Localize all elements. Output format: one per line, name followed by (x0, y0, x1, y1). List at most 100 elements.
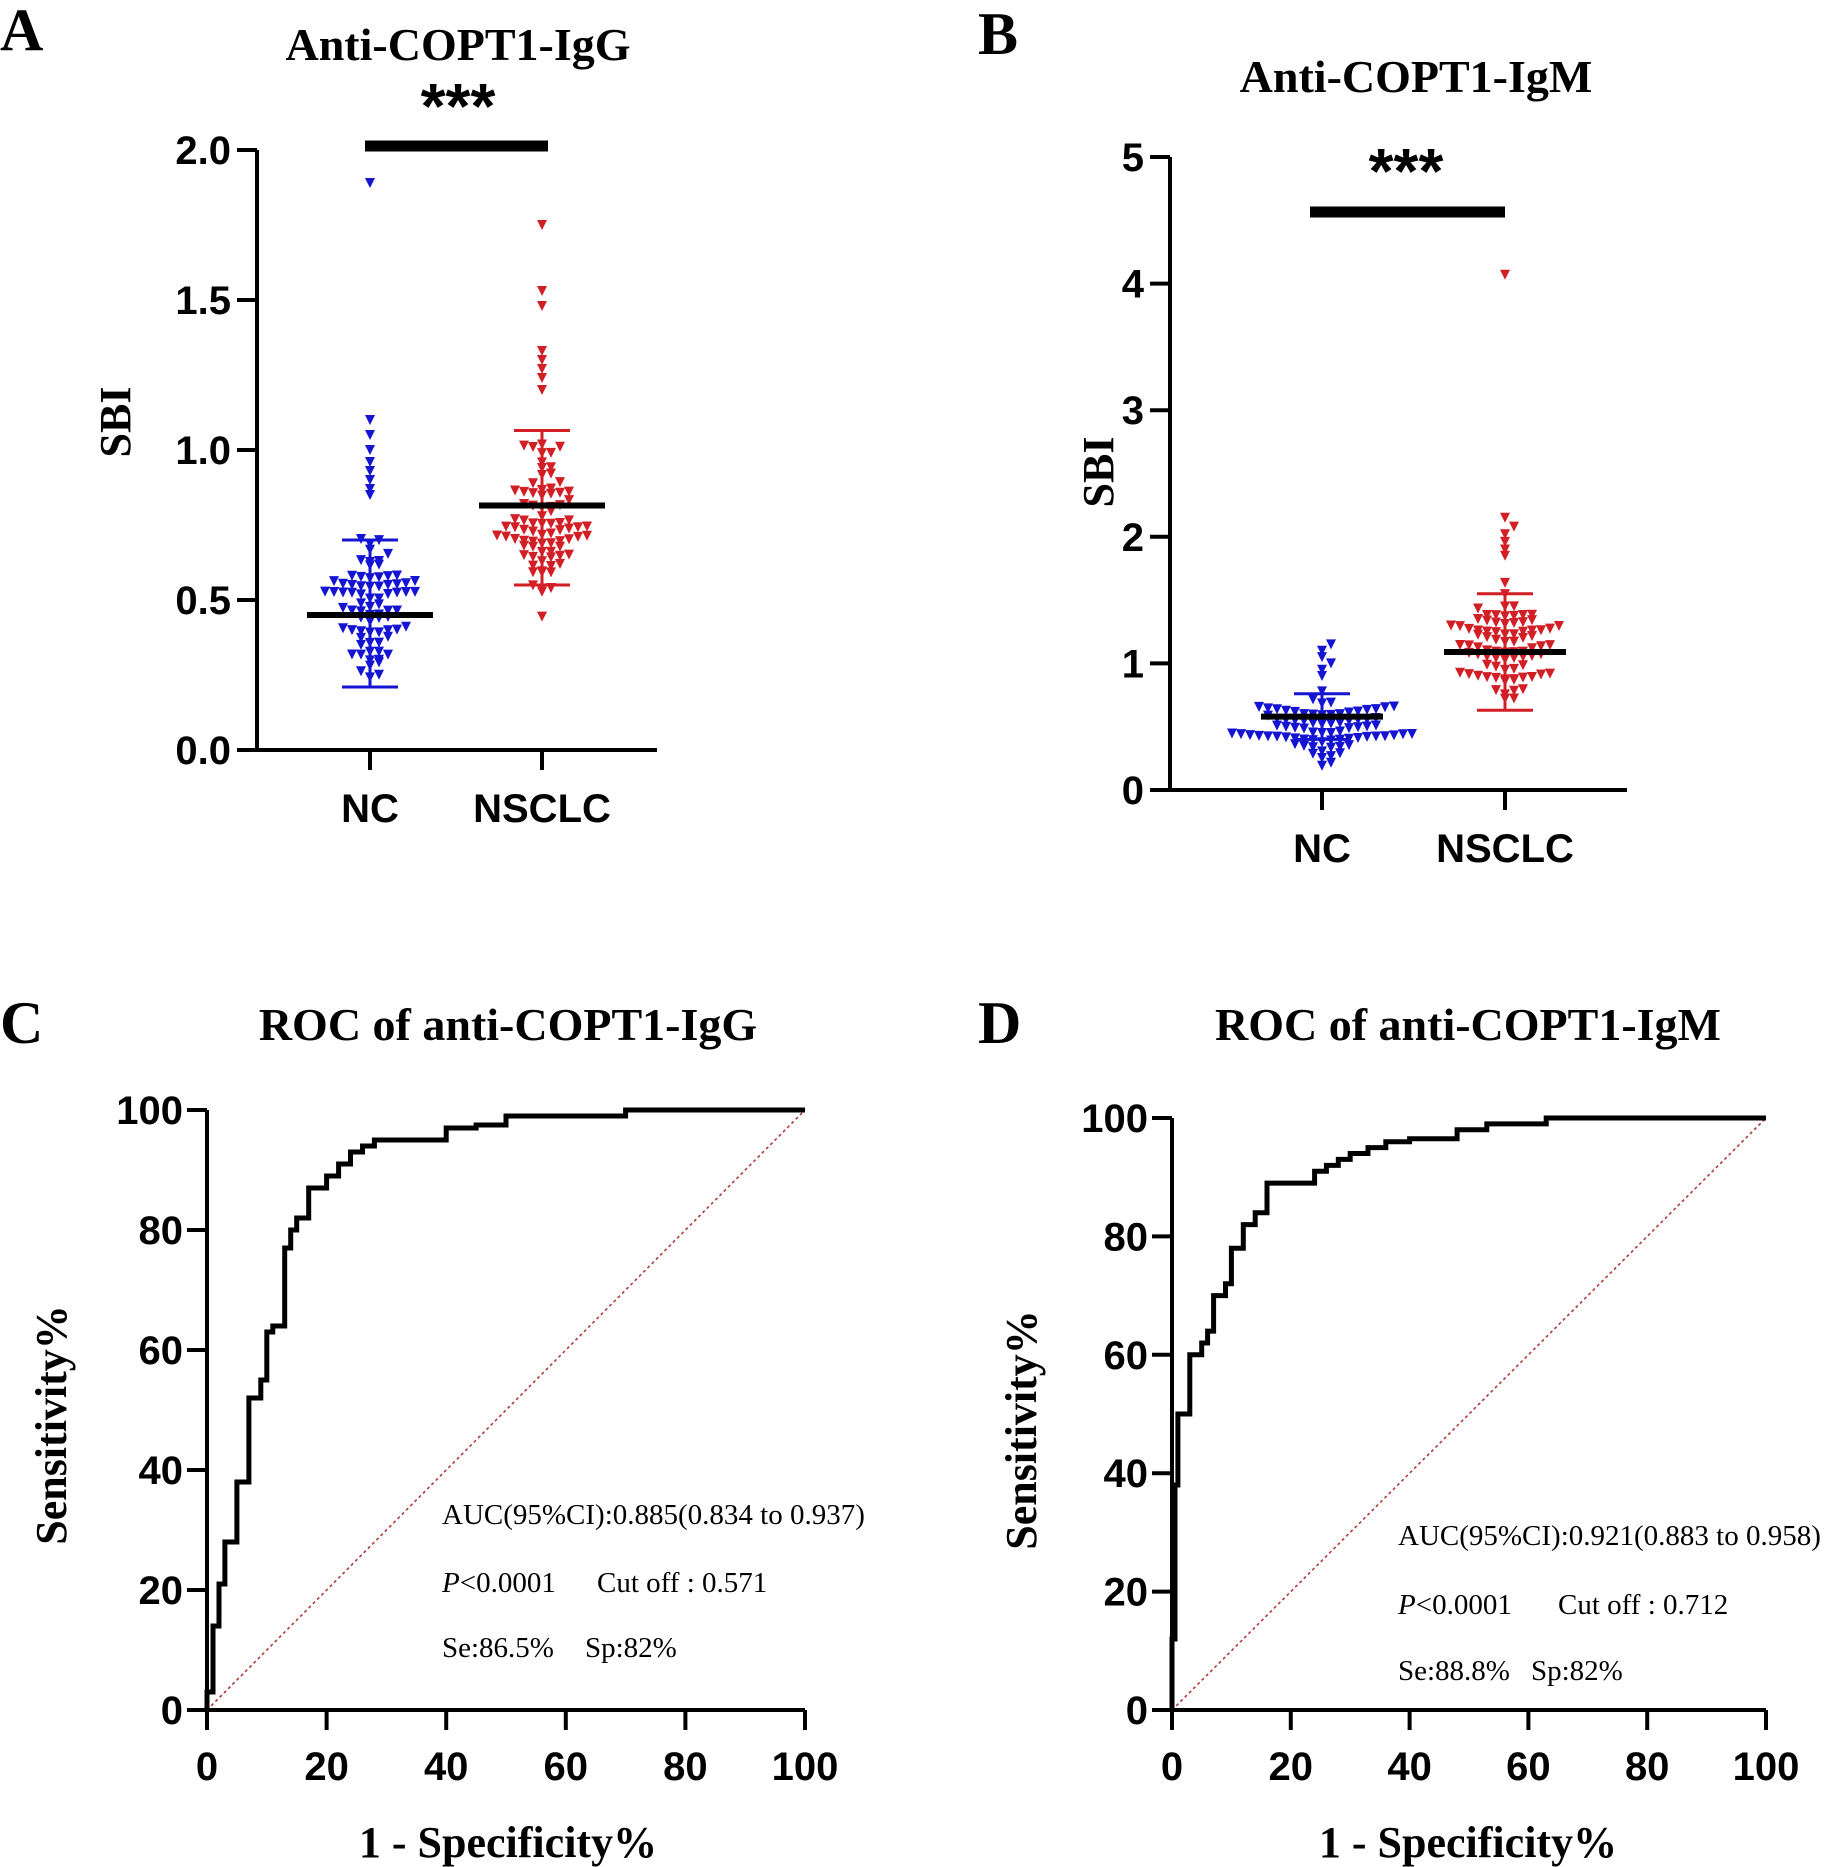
y-tick-label: 1 (1122, 642, 1144, 686)
nc-point (1317, 664, 1327, 675)
nsclc-point (1536, 625, 1546, 636)
nc-point (1344, 740, 1354, 751)
nc-point (1308, 742, 1318, 753)
nc-point (356, 639, 366, 650)
nsclc-point (564, 495, 574, 506)
nsclc-point (1473, 670, 1483, 681)
nsclc-point (1518, 660, 1528, 671)
panel-a-title: Anti-COPT1-IgG (286, 19, 631, 70)
nc-point (1353, 722, 1363, 733)
panel-b: B Anti-COPT1-IgM *** SBI 0 1 2 3 4 5 NC NSCLC (978, 1, 1627, 871)
nc-point (1317, 746, 1327, 757)
panel-a-y-label: SBI (91, 387, 140, 458)
nsclc-point (537, 220, 547, 230)
nc-point (329, 576, 339, 587)
y-tick-label: 0 (1122, 769, 1144, 813)
nsclc-point (555, 541, 565, 552)
nsclc-point (564, 486, 574, 497)
nsclc-point (510, 522, 520, 533)
nsclc-point (1500, 269, 1510, 280)
nc-point (1407, 729, 1417, 740)
nc-point (356, 649, 366, 660)
nc-point (347, 605, 357, 616)
panel-label-a: A (0, 0, 43, 63)
x-tick-label: 20 (1269, 1745, 1314, 1789)
nc-point (347, 649, 357, 660)
y-tick-label: 100 (116, 1089, 183, 1133)
nc-point (401, 587, 411, 598)
nsclc-point (1482, 626, 1492, 637)
nsclc-point (546, 468, 556, 479)
nc-point (338, 578, 348, 589)
y-tick-label: 0.5 (175, 579, 231, 623)
nc-point (1344, 723, 1354, 734)
x-tick-label: 20 (304, 1745, 349, 1789)
nc-point (401, 621, 411, 632)
nc-point (1326, 757, 1336, 768)
nsclc-point (1482, 659, 1492, 670)
nsclc-point (1509, 663, 1519, 674)
nsclc-point (1491, 610, 1501, 621)
nc-point (401, 578, 411, 589)
panel-d-sp-text: Sp:82% (1531, 1655, 1623, 1687)
x-tick-label: NC (341, 787, 399, 831)
panel-d-roc (1169, 1115, 1767, 1711)
nsclc-point (492, 530, 502, 541)
nc-point (356, 571, 366, 582)
nsclc-point (1446, 620, 1456, 631)
y-tick-label: 0 (161, 1689, 183, 1733)
nsclc-point (1455, 639, 1465, 650)
nc-point (1362, 704, 1372, 715)
panel-c-se-text: Se:86.5% (442, 1632, 554, 1664)
y-tick-label: 0 (1126, 1689, 1148, 1733)
nsclc-point (537, 385, 547, 395)
y-tick-label: 1.0 (175, 429, 231, 473)
nsclc-point (1491, 634, 1501, 645)
reference-diagonal (1171, 1117, 1767, 1711)
nc-point (383, 579, 393, 590)
x-tick-label: NSCLC (473, 787, 611, 831)
nc-point (1272, 731, 1282, 742)
nsclc-point (501, 521, 511, 532)
nsclc-point (546, 528, 556, 539)
nc-point (374, 556, 384, 567)
nsclc-point (528, 478, 538, 489)
nsclc-point (1491, 653, 1501, 664)
panel-a-axes: 0.0 0.5 1.0 1.5 2.0 NC NSCLC (175, 129, 657, 831)
nsclc-point (1482, 672, 1492, 683)
nsclc-point (1500, 529, 1510, 540)
reference-diagonal (206, 1109, 806, 1711)
x-tick-label: 100 (772, 1745, 839, 1789)
panel-c-axes: 00 20 20 40 40 60 60 80 80 100 100 (116, 1089, 838, 1789)
nc-point (1299, 723, 1309, 734)
nc-point (356, 606, 366, 617)
nc-point (338, 587, 348, 598)
panel-c-p-value: <0.0001 (460, 1567, 556, 1599)
nc-point (1326, 718, 1336, 729)
nsclc-point (1518, 684, 1528, 695)
nc-point (365, 490, 375, 500)
y-tick-label: 20 (1104, 1571, 1149, 1615)
nsclc-point (564, 534, 574, 545)
nc-point (347, 570, 357, 581)
nc-point (383, 571, 393, 582)
nc-point (1371, 704, 1381, 715)
nsclc-point (1554, 621, 1564, 632)
nsclc-point (1455, 667, 1465, 678)
nsclc-point (1518, 617, 1528, 628)
nsclc-point (555, 518, 565, 529)
nc-point (1227, 728, 1237, 739)
nsclc-point (564, 515, 574, 526)
panel-c-sp-text: Sp:82% (585, 1632, 677, 1664)
nsclc-point (537, 373, 547, 383)
nc-point (1317, 652, 1327, 663)
nc-point (1380, 731, 1390, 742)
nc-point (356, 581, 366, 592)
nc-point (1317, 671, 1327, 682)
nsclc-point (546, 447, 556, 458)
nsclc-point (1500, 577, 1510, 588)
nsclc-point (1509, 521, 1519, 532)
panel-d-axes: 00 20 20 40 40 60 60 80 80 100 100 (1081, 1097, 1799, 1789)
nsclc-point (1518, 626, 1528, 637)
